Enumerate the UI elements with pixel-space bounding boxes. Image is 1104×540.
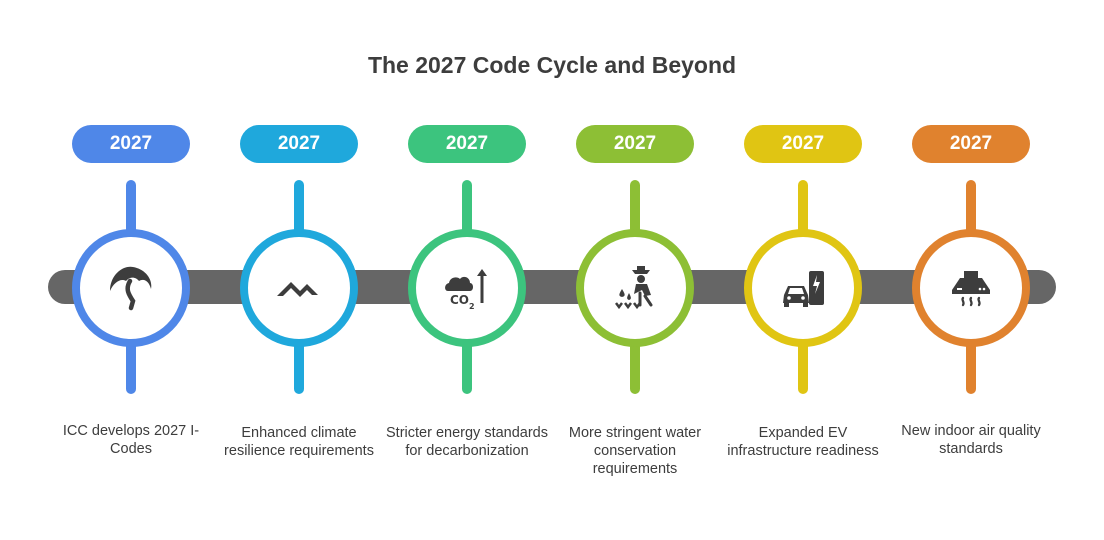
timeline-step-1: 2027 ICC develops 2027 I-Codes [48,0,216,540]
range-hood-icon [952,271,990,307]
icon-circle [240,229,358,347]
timeline-step-6: 2027 New indoor air quality standards [888,0,1056,540]
mountain-peaks-icon [277,282,318,297]
ev-charger-icon [783,271,824,307]
year-badge: 2027 [408,125,526,163]
year-badge: 2027 [744,125,862,163]
year-badge: 2027 [576,125,694,163]
diagram-title: The 2027 Code Cycle and Beyond [367,52,737,78]
timeline-step-5: 2027 Expanded EV infrastructure readines… [720,0,888,540]
step-description: ICC develops 2027 I-Codes [62,423,200,457]
co2-cloud-icon: CO 2 [445,269,487,311]
step-description: Enhanced climate resilience requirements [224,425,374,459]
step-description: Stricter energy standards for decarboniz… [386,425,548,459]
icon-circle [72,229,190,347]
svg-text:CO: CO [450,293,469,307]
umbrella-icon [110,266,152,311]
timeline-step-4: 2027 More stringent water conservation r… [552,0,720,540]
timeline-step-3: 2027 CO 2 Stricter energy standards for … [384,0,552,540]
step-description: Expanded EV infrastructure readiness [727,425,879,459]
year-badge: 2027 [912,125,1030,163]
icon-circle [912,229,1030,347]
timeline-step-2: 2027 Enhanced climate resilience require… [216,0,384,540]
year-badge: 2027 [240,125,358,163]
icon-circle: CO 2 [408,229,526,347]
timeline-track [48,270,1056,304]
icon-circle [744,229,862,347]
svg-text:2: 2 [469,302,475,311]
year-badge: 2027 [72,125,190,163]
icon-circle [576,229,694,347]
step-description: More stringent water conservation requir… [568,425,702,477]
step-description: New indoor air quality standards [901,423,1041,457]
farmer-watering-icon [615,266,653,310]
